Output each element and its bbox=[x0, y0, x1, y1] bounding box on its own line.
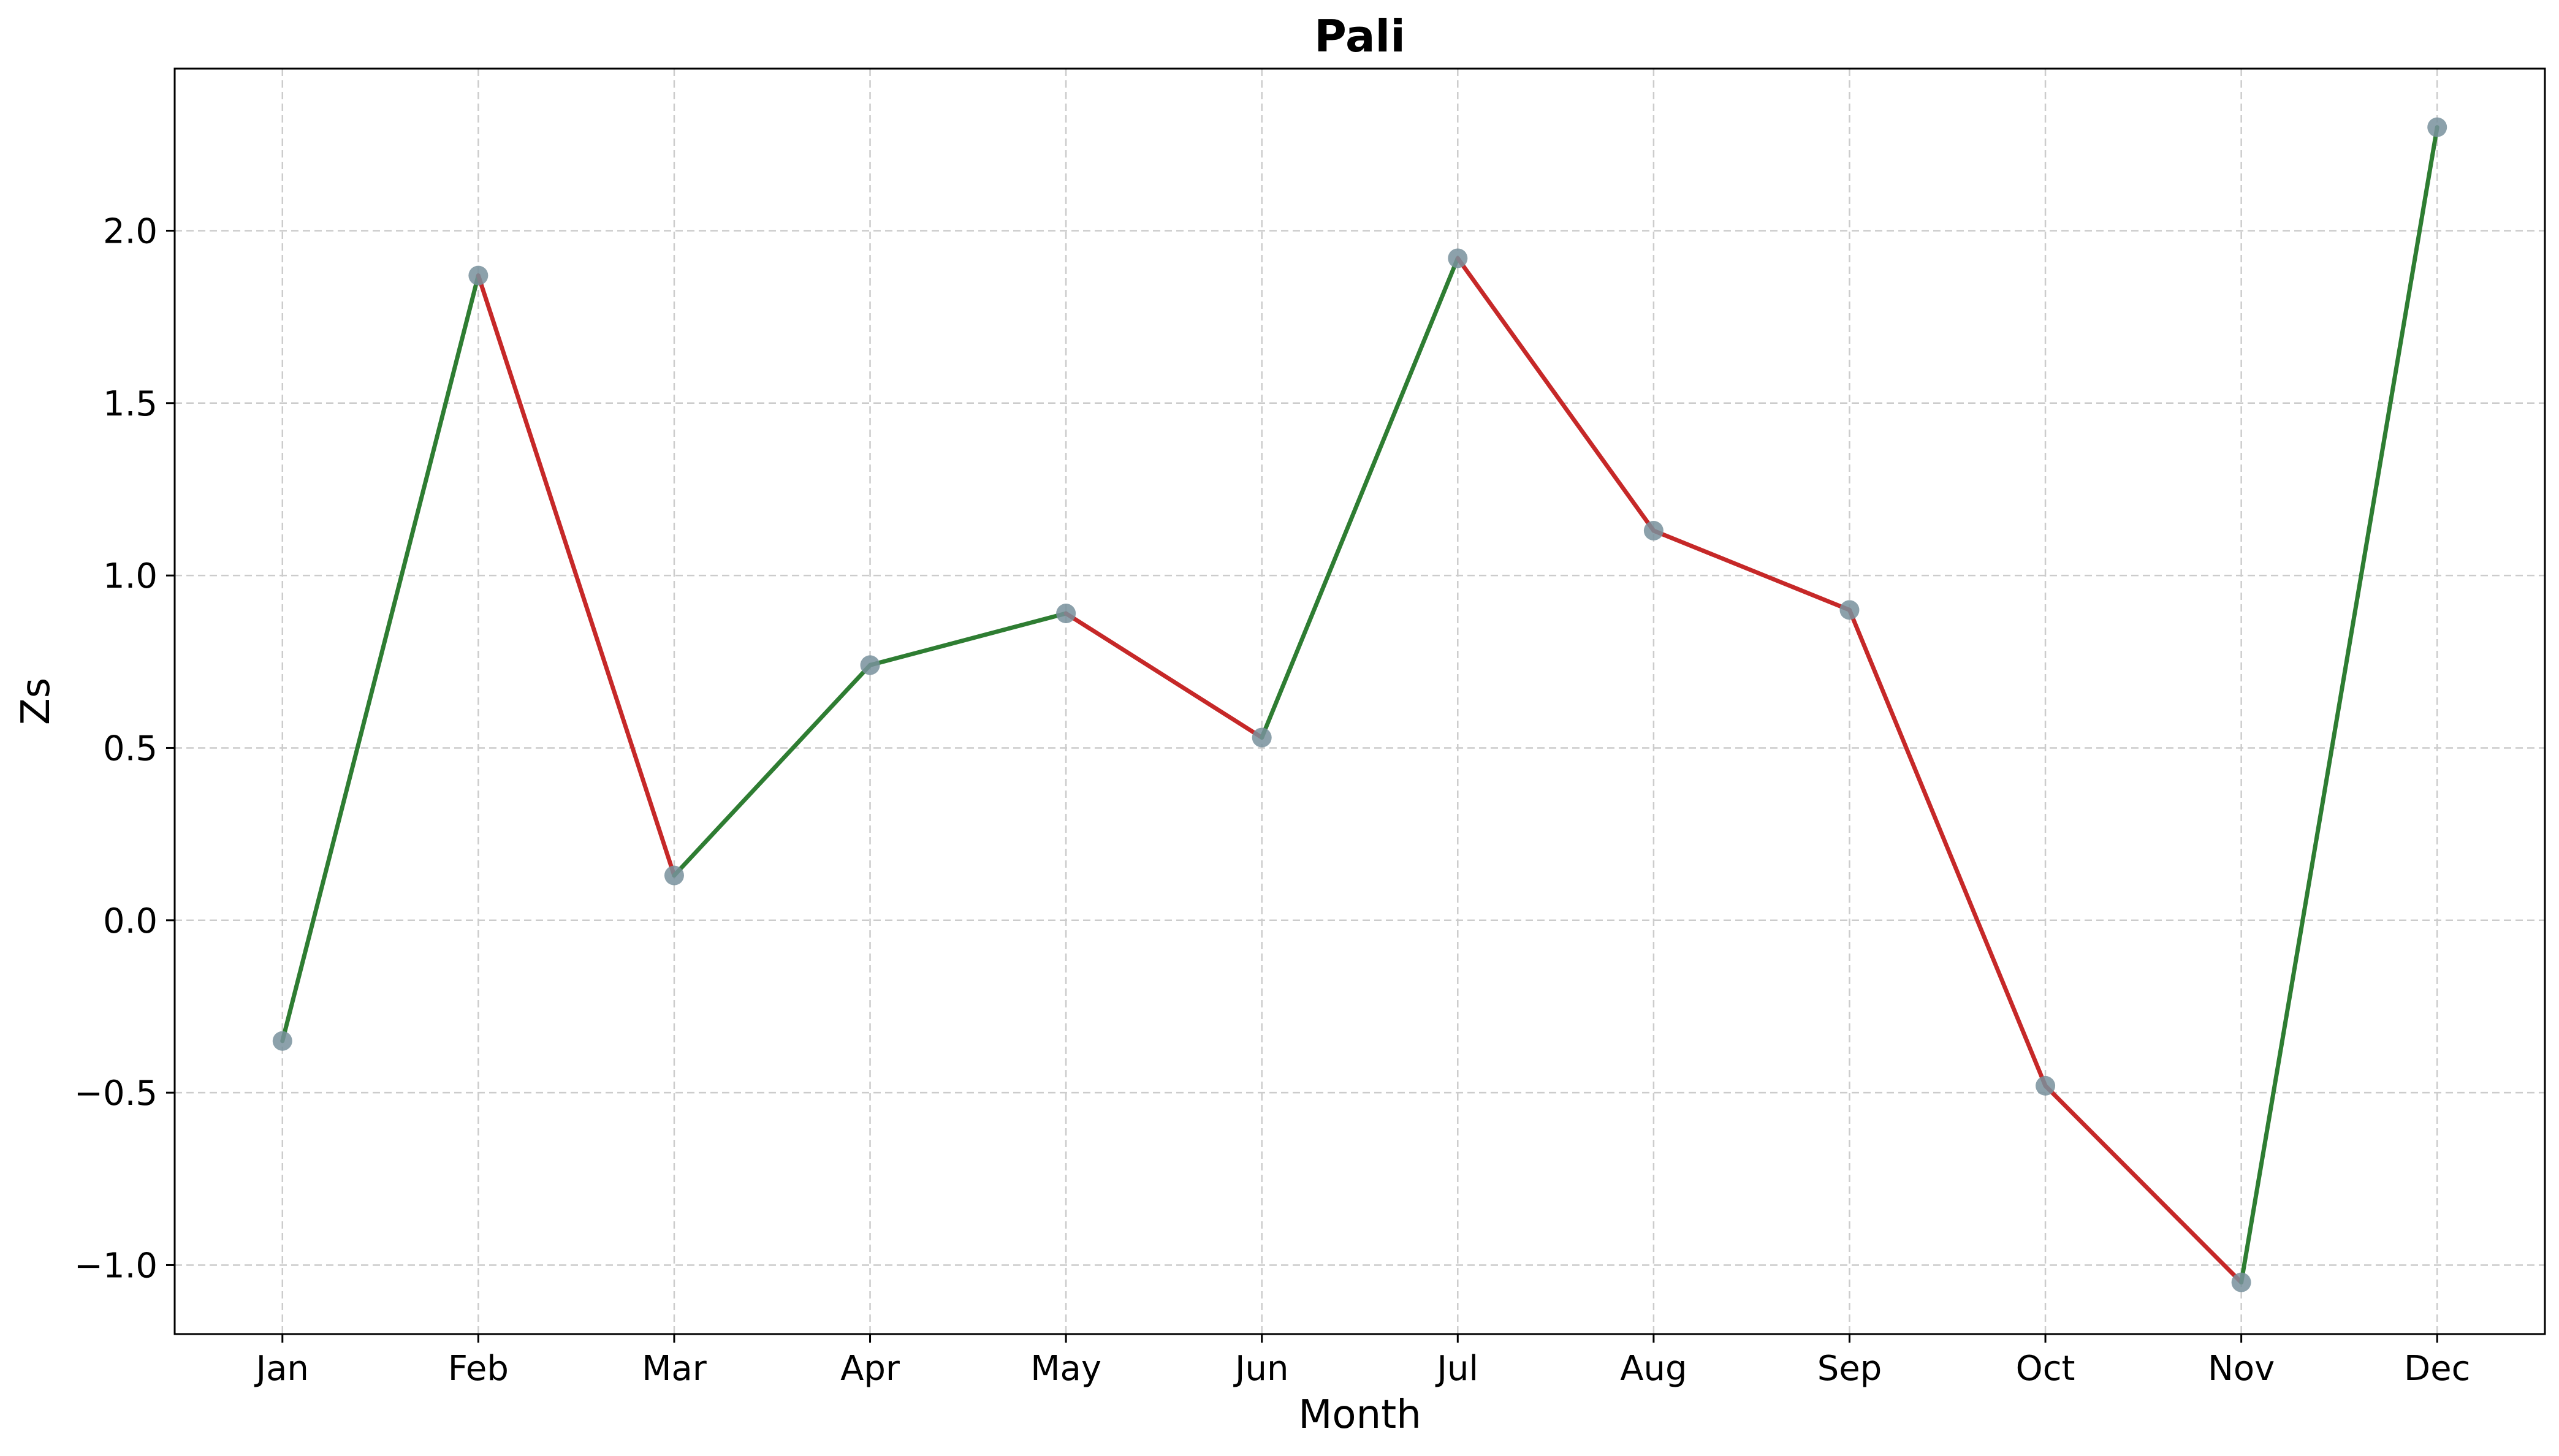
y-tick-label: 1.0 bbox=[103, 556, 158, 596]
x-tick-label: Nov bbox=[2208, 1349, 2275, 1389]
grid bbox=[175, 69, 2545, 1334]
y-tick-label: −1.0 bbox=[74, 1246, 158, 1286]
x-axis-label: Month bbox=[1298, 1392, 1421, 1438]
x-tick-label: Apr bbox=[840, 1349, 900, 1389]
series-points bbox=[272, 117, 2447, 1292]
line-segment-decrease bbox=[1847, 607, 2048, 1088]
line-segment-decrease bbox=[1063, 611, 1264, 740]
plot-frame bbox=[173, 67, 2546, 1335]
y-axis-ticks: −1.0 −0.5 0.0 0.5 1.0 1.5 2.0 bbox=[74, 211, 175, 1286]
line-segment-decrease bbox=[2043, 1083, 2244, 1285]
data-point bbox=[2231, 1272, 2251, 1292]
y-tick-label: −0.5 bbox=[74, 1074, 158, 1113]
x-tick-label: Feb bbox=[448, 1349, 509, 1389]
data-point bbox=[468, 265, 489, 286]
series-lines bbox=[280, 125, 2439, 1285]
x-tick-label: Jan bbox=[254, 1349, 309, 1389]
data-point bbox=[2427, 117, 2447, 137]
line-segment-increase bbox=[280, 273, 481, 1044]
x-tick-label: Aug bbox=[1620, 1349, 1687, 1389]
line-segment-increase bbox=[672, 662, 873, 878]
x-axis-ticks: Jan Feb Mar Apr May Jun Jul Aug Sep Oct Nov Dec bbox=[254, 1334, 2470, 1389]
line-segment-increase bbox=[1260, 256, 1460, 740]
data-point bbox=[1839, 600, 1860, 620]
data-point bbox=[272, 1031, 292, 1051]
data-point bbox=[1448, 248, 1468, 268]
line-segment-decrease bbox=[1651, 528, 1852, 612]
y-axis-label: Zs bbox=[13, 678, 59, 725]
x-tick-label: Mar bbox=[642, 1349, 707, 1389]
data-point bbox=[1252, 727, 1272, 748]
chart-title: Pali bbox=[1314, 10, 1405, 62]
data-point bbox=[1056, 604, 1076, 624]
x-tick-label: May bbox=[1030, 1349, 1101, 1389]
x-tick-label: Jul bbox=[1435, 1349, 1479, 1389]
line-segment-decrease bbox=[476, 273, 677, 878]
y-tick-label: 0.0 bbox=[103, 901, 158, 941]
line-segment-increase bbox=[2239, 125, 2439, 1285]
data-point bbox=[860, 655, 880, 675]
x-tick-label: Dec bbox=[2404, 1349, 2470, 1389]
data-point bbox=[2036, 1075, 2056, 1096]
x-tick-label: Oct bbox=[2016, 1349, 2075, 1389]
y-tick-label: 2.0 bbox=[103, 211, 158, 251]
data-point bbox=[664, 865, 684, 885]
x-tick-label: Sep bbox=[1817, 1349, 1882, 1389]
line-segment-increase bbox=[868, 611, 1068, 667]
x-tick-label: Jun bbox=[1233, 1349, 1289, 1389]
y-tick-label: 0.5 bbox=[103, 729, 158, 768]
y-tick-label: 1.5 bbox=[103, 384, 158, 424]
line-segment-decrease bbox=[1455, 256, 1656, 533]
data-point bbox=[1643, 520, 1664, 540]
